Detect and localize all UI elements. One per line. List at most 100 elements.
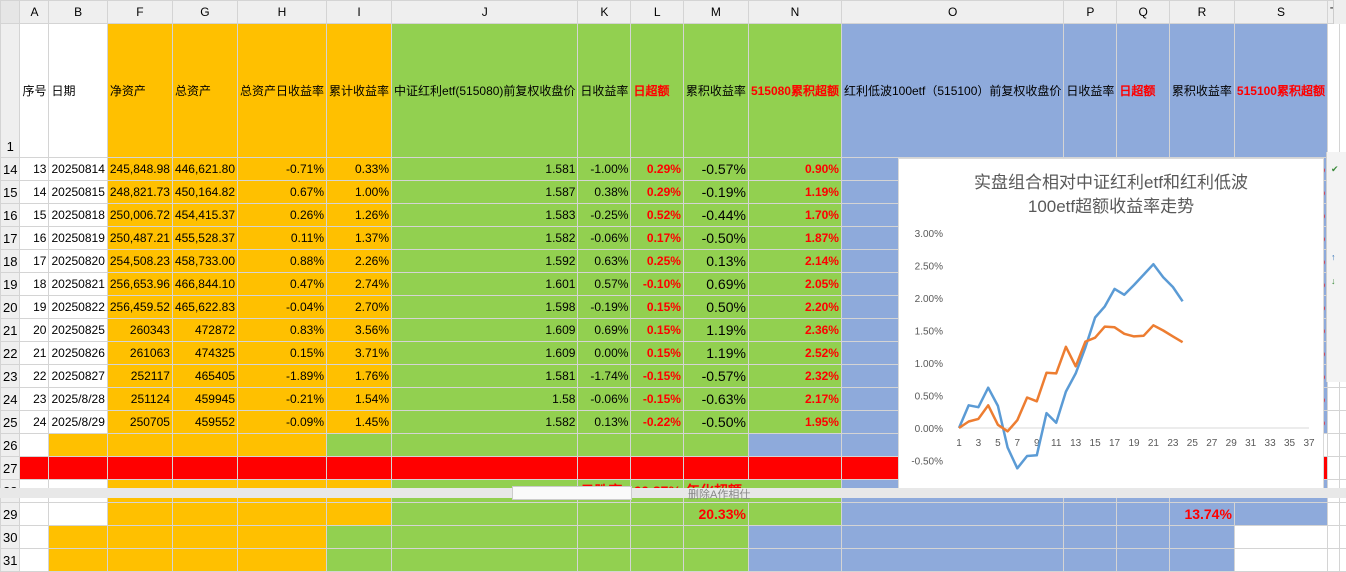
cell-g[interactable]: 454,415.37: [172, 204, 237, 227]
cell[interactable]: [238, 503, 327, 526]
cell-g[interactable]: 466,844.10: [172, 273, 237, 296]
cell[interactable]: [238, 549, 327, 572]
cell-m[interactable]: -0.57%: [683, 158, 748, 181]
cell-i[interactable]: 1.45%: [327, 411, 392, 434]
cell[interactable]: [841, 503, 1063, 526]
cell[interactable]: [20, 526, 49, 549]
cell[interactable]: [238, 457, 327, 480]
cell[interactable]: [748, 457, 841, 480]
cell[interactable]: [1327, 526, 1339, 549]
cell-seq[interactable]: 24: [20, 411, 49, 434]
cell-g[interactable]: 465,622.83: [172, 296, 237, 319]
cell[interactable]: [327, 503, 392, 526]
cell-seq[interactable]: 18: [20, 273, 49, 296]
cell-g[interactable]: 474325: [172, 342, 237, 365]
row-number[interactable]: 27: [1, 457, 20, 480]
cell-j[interactable]: 1.583: [392, 204, 578, 227]
cell[interactable]: [631, 549, 683, 572]
cell-j[interactable]: 1.587: [392, 181, 578, 204]
header-date[interactable]: 日期: [49, 24, 107, 158]
cell-seq[interactable]: 19: [20, 296, 49, 319]
cell[interactable]: [1340, 24, 1346, 158]
row-number[interactable]: 22: [1, 342, 20, 365]
cell-date[interactable]: 20250819: [49, 227, 107, 250]
cell[interactable]: [107, 503, 172, 526]
row-number[interactable]: 26: [1, 434, 20, 457]
row-number[interactable]: 18: [1, 250, 20, 273]
header-515100-daily-return[interactable]: 日收益率: [1064, 24, 1117, 158]
cell[interactable]: [49, 457, 107, 480]
cell-seq[interactable]: 20: [20, 319, 49, 342]
cell[interactable]: [578, 457, 631, 480]
cell[interactable]: [172, 503, 237, 526]
cell-g[interactable]: 458,733.00: [172, 250, 237, 273]
header-seq[interactable]: 序号: [20, 24, 49, 158]
cell[interactable]: [578, 434, 631, 457]
cell[interactable]: [327, 457, 392, 480]
cell[interactable]: [1327, 411, 1339, 434]
cell[interactable]: [1327, 434, 1339, 457]
cell-j[interactable]: 1.58: [392, 388, 578, 411]
cell[interactable]: [683, 457, 748, 480]
cell-g[interactable]: 446,621.80: [172, 158, 237, 181]
cell-l[interactable]: -0.10%: [631, 273, 683, 296]
cell-date[interactable]: 2025/8/29: [49, 411, 107, 434]
cell-date[interactable]: 20250818: [49, 204, 107, 227]
cell-m[interactable]: 0.69%: [683, 273, 748, 296]
header-515080-cumulative-excess[interactable]: 515080累积超额: [748, 24, 841, 158]
cell[interactable]: [1340, 503, 1346, 526]
row-number[interactable]: 16: [1, 204, 20, 227]
cell-l[interactable]: -0.15%: [631, 388, 683, 411]
cell[interactable]: [631, 434, 683, 457]
cell-date[interactable]: 20250822: [49, 296, 107, 319]
column-header-o[interactable]: O: [841, 1, 1063, 24]
header-515100-cumulative-excess[interactable]: 515100累积超额: [1234, 24, 1327, 158]
cell[interactable]: [392, 457, 578, 480]
header-cumulative-return[interactable]: 累计收益率: [327, 24, 392, 158]
annual-excess-value-515080[interactable]: 20.33%: [683, 503, 748, 526]
cell-k[interactable]: 0.63%: [578, 250, 631, 273]
cell-l[interactable]: 0.52%: [631, 204, 683, 227]
cell[interactable]: [631, 503, 683, 526]
cell-m[interactable]: -0.57%: [683, 365, 748, 388]
cell-i[interactable]: 2.74%: [327, 273, 392, 296]
cell-h[interactable]: -0.04%: [238, 296, 327, 319]
cell-n[interactable]: 0.90%: [748, 158, 841, 181]
cell-k[interactable]: -1.74%: [578, 365, 631, 388]
cell-i[interactable]: 1.76%: [327, 365, 392, 388]
header-515080-daily-return[interactable]: 日收益率: [578, 24, 631, 158]
cell-seq[interactable]: 16: [20, 227, 49, 250]
cell[interactable]: [107, 526, 172, 549]
row-number[interactable]: 17: [1, 227, 20, 250]
cell-f[interactable]: 260343: [107, 319, 172, 342]
cell-k[interactable]: 0.38%: [578, 181, 631, 204]
cell[interactable]: [20, 434, 49, 457]
row-number[interactable]: 29: [1, 503, 20, 526]
cell[interactable]: [238, 434, 327, 457]
cell-k[interactable]: 0.00%: [578, 342, 631, 365]
cell-n[interactable]: 1.95%: [748, 411, 841, 434]
cell-k[interactable]: -0.06%: [578, 388, 631, 411]
cell[interactable]: [1169, 526, 1234, 549]
cell-h[interactable]: 0.47%: [238, 273, 327, 296]
header-515080-cumulative-return[interactable]: 累积收益率: [683, 24, 748, 158]
column-header-g[interactable]: G: [172, 1, 237, 24]
cell[interactable]: [327, 549, 392, 572]
cell-f[interactable]: 250,006.72: [107, 204, 172, 227]
cell[interactable]: [578, 549, 631, 572]
cell-l[interactable]: -0.15%: [631, 365, 683, 388]
cell[interactable]: [683, 434, 748, 457]
cell[interactable]: [327, 434, 392, 457]
cell-k[interactable]: 0.57%: [578, 273, 631, 296]
cell[interactable]: [578, 526, 631, 549]
annual-excess-value-515100[interactable]: 13.74%: [1169, 503, 1234, 526]
cell-i[interactable]: 3.56%: [327, 319, 392, 342]
cell-m[interactable]: -0.63%: [683, 388, 748, 411]
column-header-k[interactable]: K: [578, 1, 631, 24]
cell[interactable]: [1340, 388, 1346, 411]
cell-date[interactable]: 20250821: [49, 273, 107, 296]
column-header-f[interactable]: F: [107, 1, 172, 24]
cell-h[interactable]: -0.09%: [238, 411, 327, 434]
cell[interactable]: [841, 526, 1063, 549]
cell-seq[interactable]: 22: [20, 365, 49, 388]
